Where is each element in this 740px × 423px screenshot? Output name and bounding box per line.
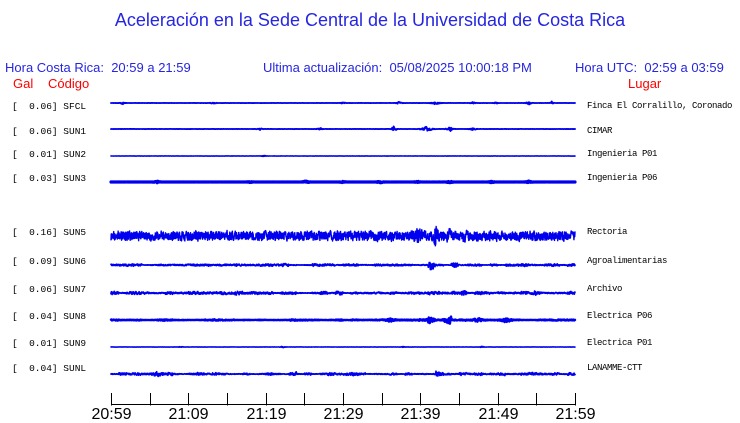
svg-text:21:19: 21:19 bbox=[246, 406, 286, 423]
svg-text:21:49: 21:49 bbox=[478, 406, 518, 423]
svg-text:21:29: 21:29 bbox=[323, 406, 363, 423]
svg-text:20:59: 20:59 bbox=[91, 406, 131, 423]
svg-text:21:39: 21:39 bbox=[400, 406, 440, 423]
svg-text:21:09: 21:09 bbox=[168, 406, 208, 423]
svg-text:21:59: 21:59 bbox=[555, 406, 595, 423]
